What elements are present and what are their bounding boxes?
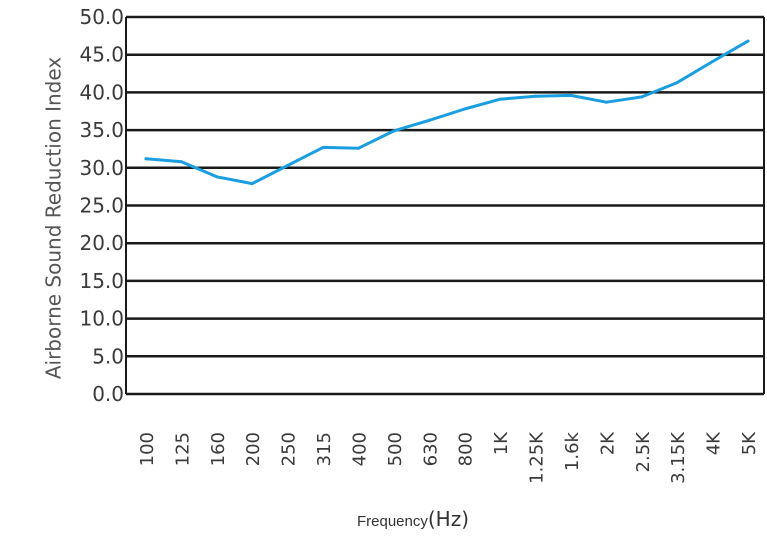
gridlines [126, 15, 764, 396]
x-tick-label: 4K [704, 431, 725, 455]
y-tick-label: 20.0 [79, 231, 124, 255]
y-tick-label: 25.0 [79, 194, 124, 218]
x-axis-unit: (Hz) [428, 507, 469, 531]
data-point-400 [356, 146, 360, 150]
data-point-1K [498, 97, 502, 101]
y-tick-label: 10.0 [79, 307, 124, 331]
x-tick-label: 125 [172, 432, 193, 466]
data-point-4K [711, 59, 715, 63]
data-point-1.6k [569, 93, 573, 97]
x-tick-labels: 100 125 160 200 250 315 400 500 630 800 1K 1.25K 1.6… [137, 431, 760, 484]
y-tick-label: 0.0 [92, 382, 124, 406]
x-tick-label: 2K [597, 431, 618, 455]
data-point-100 [144, 157, 148, 161]
y-tick-label: 30.0 [79, 156, 124, 180]
x-axis-label-group: Frequency(Hz) [357, 507, 469, 531]
y-tick-labels: 0.0 5.0 10.0 15.0 20.0 25.0 30.0 35.0 40.0 45.0 50… [79, 5, 124, 406]
data-point-1.25K [534, 94, 538, 98]
data-point-200 [250, 182, 254, 186]
x-tick-label: 1.6k [562, 431, 583, 471]
y-tick-label: 40.0 [79, 80, 124, 104]
y-tick-label: 50.0 [79, 5, 124, 29]
x-tick-label: 160 [208, 432, 229, 466]
data-point-800 [463, 107, 467, 111]
data-point-630 [427, 118, 431, 122]
y-tick-label: 15.0 [79, 269, 124, 293]
data-point-500 [392, 129, 396, 133]
y-tick-label: 45.0 [79, 43, 124, 67]
x-tick-label: 400 [349, 432, 370, 466]
x-tick-label: 1K [491, 431, 512, 455]
data-points [144, 39, 750, 186]
data-point-2.5K [640, 95, 644, 99]
data-point-2K [604, 100, 608, 104]
data-point-160 [215, 175, 219, 179]
data-point-3.15K [675, 81, 679, 85]
y-axis-label: Airborne Sound Reduction Index [42, 57, 66, 379]
x-tick-label: 2.5K [633, 431, 654, 473]
data-point-125 [179, 160, 183, 164]
x-tick-label: 3.15K [668, 431, 689, 484]
x-tick-label: 800 [456, 432, 477, 466]
x-tick-label: 250 [279, 432, 300, 466]
x-axis-label: Frequency [357, 513, 428, 530]
x-tick-label: 100 [137, 432, 158, 466]
data-point-315 [321, 145, 325, 149]
x-tick-label: 630 [420, 432, 441, 466]
y-tick-label: 35.0 [79, 118, 124, 142]
x-tick-label: 315 [314, 432, 335, 466]
x-tick-label: 500 [385, 432, 406, 466]
data-point-250 [286, 164, 290, 168]
y-tick-label: 5.0 [92, 344, 124, 368]
x-tick-label: 1.25K [527, 431, 548, 484]
data-point-5K [746, 39, 750, 43]
x-tick-label: 5K [739, 431, 760, 455]
series-line [144, 39, 750, 186]
x-tick-label: 200 [243, 432, 264, 466]
